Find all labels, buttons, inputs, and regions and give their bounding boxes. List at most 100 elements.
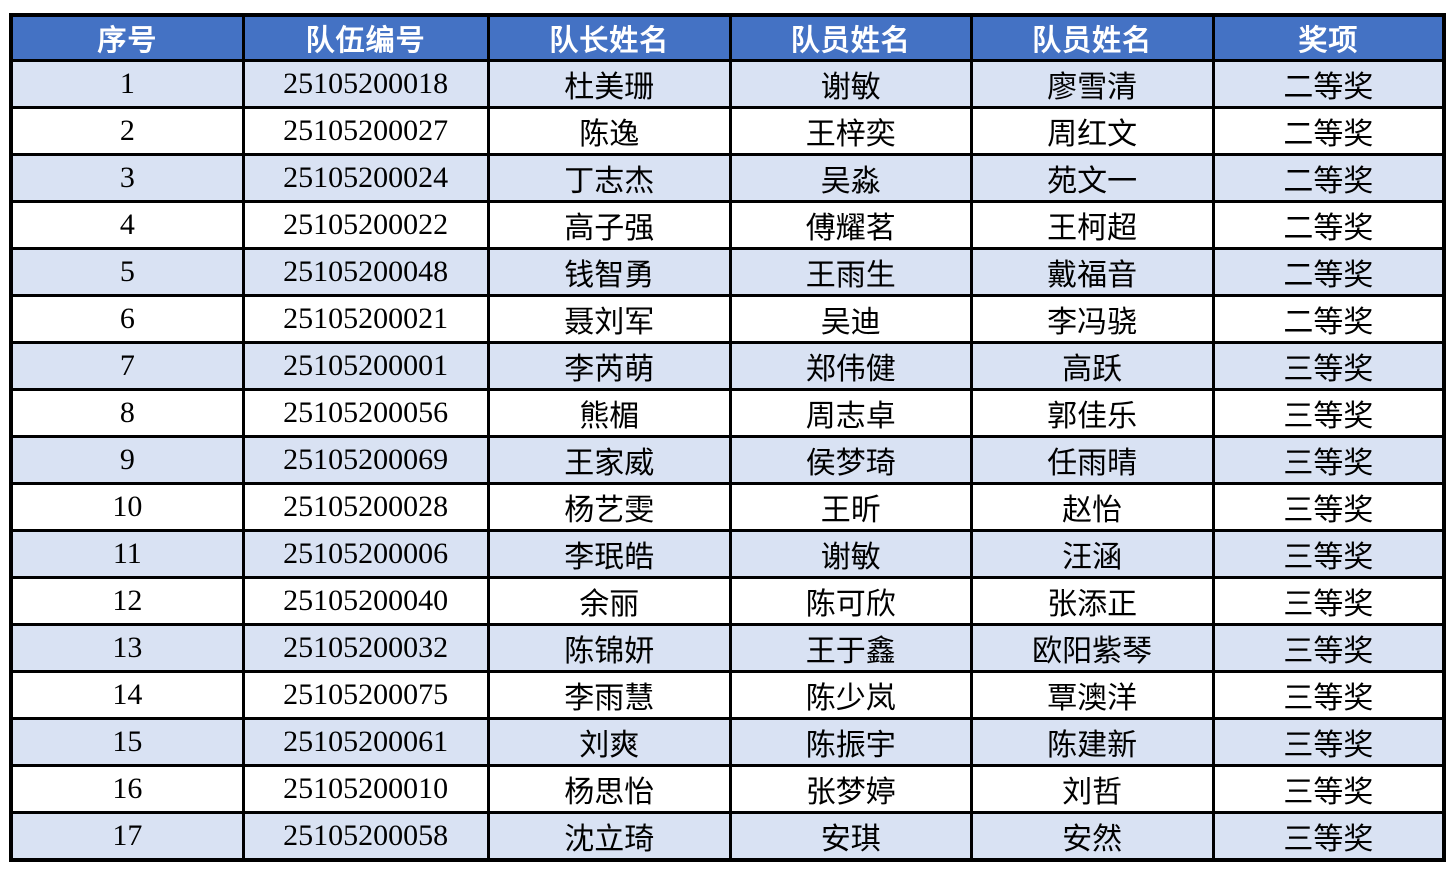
cell-team-id: 25105200001 <box>241 341 490 391</box>
cell-award: 三等奖 <box>1211 764 1446 814</box>
cell-team-id: 25105200075 <box>241 670 490 720</box>
cell-team-id: 25105200021 <box>241 294 490 344</box>
cell-captain-name: 杜美珊 <box>486 59 732 109</box>
cell-member2-name: 刘哲 <box>969 764 1215 814</box>
cell-captain-name: 陈逸 <box>486 106 732 156</box>
cell-award: 二等奖 <box>1211 106 1446 156</box>
cell-captain-name: 王家威 <box>486 435 732 485</box>
cell-team-id: 25105200006 <box>241 529 490 579</box>
cell-member2-name: 汪涵 <box>969 529 1215 579</box>
cell-award: 三等奖 <box>1211 717 1446 767</box>
cell-member2-name: 安然 <box>969 811 1215 862</box>
cell-team-id: 25105200027 <box>241 106 490 156</box>
table-row: 10 25105200028 杨艺雯 王昕 赵怡 三等奖 <box>9 482 1446 532</box>
cell-index: 2 <box>9 106 245 156</box>
cell-team-id: 25105200040 <box>241 576 490 626</box>
cell-team-id: 25105200061 <box>241 717 490 767</box>
cell-captain-name: 杨艺雯 <box>486 482 732 532</box>
cell-index: 8 <box>9 388 245 438</box>
table-row: 6 25105200021 聂刘军 吴迪 李冯骁 二等奖 <box>9 294 1446 344</box>
cell-member2-name: 陈建新 <box>969 717 1215 767</box>
table-row: 4 25105200022 高子强 傅耀茗 王柯超 二等奖 <box>9 200 1446 250</box>
cell-award: 三等奖 <box>1211 623 1446 673</box>
table-row: 3 25105200024 丁志杰 吴淼 苑文一 二等奖 <box>9 153 1446 203</box>
cell-award: 二等奖 <box>1211 294 1446 344</box>
table-row: 1 25105200018 杜美珊 谢敏 廖雪清 二等奖 <box>9 59 1446 109</box>
cell-team-id: 25105200069 <box>241 435 490 485</box>
cell-award: 二等奖 <box>1211 153 1446 203</box>
cell-member2-name: 戴福音 <box>969 247 1215 297</box>
cell-team-id: 25105200028 <box>241 482 490 532</box>
table-row: 15 25105200061 刘爽 陈振宇 陈建新 三等奖 <box>9 717 1446 767</box>
cell-index: 13 <box>9 623 245 673</box>
cell-member1-name: 吴淼 <box>728 153 973 203</box>
cell-captain-name: 李雨慧 <box>486 670 732 720</box>
column-header-captain-name: 队长姓名 <box>486 13 732 62</box>
cell-member2-name: 苑文一 <box>969 153 1215 203</box>
cell-captain-name: 丁志杰 <box>486 153 732 203</box>
cell-captain-name: 熊楣 <box>486 388 732 438</box>
cell-member2-name: 周红文 <box>969 106 1215 156</box>
cell-award: 三等奖 <box>1211 529 1446 579</box>
cell-captain-name: 刘爽 <box>486 717 732 767</box>
cell-team-id: 25105200048 <box>241 247 490 297</box>
cell-index: 16 <box>9 764 245 814</box>
cell-member1-name: 谢敏 <box>728 59 973 109</box>
cell-member1-name: 吴迪 <box>728 294 973 344</box>
cell-member2-name: 赵怡 <box>969 482 1215 532</box>
cell-team-id: 25105200022 <box>241 200 490 250</box>
cell-member1-name: 周志卓 <box>728 388 973 438</box>
cell-captain-name: 李珉皓 <box>486 529 732 579</box>
cell-member1-name: 王于鑫 <box>728 623 973 673</box>
cell-award: 三等奖 <box>1211 482 1446 532</box>
cell-member2-name: 覃澳洋 <box>969 670 1215 720</box>
cell-index: 12 <box>9 576 245 626</box>
cell-award: 三等奖 <box>1211 576 1446 626</box>
cell-captain-name: 钱智勇 <box>486 247 732 297</box>
cell-member1-name: 王昕 <box>728 482 973 532</box>
awards-table: 序号 队伍编号 队长姓名 队员姓名 队员姓名 奖项 1 25105200018 杜美珊 谢敏 廖雪… <box>9 13 1446 862</box>
cell-award: 三等奖 <box>1211 435 1446 485</box>
cell-index: 17 <box>9 811 245 862</box>
cell-member1-name: 郑伟健 <box>728 341 973 391</box>
table-row: 9 25105200069 王家威 侯梦琦 任雨晴 三等奖 <box>9 435 1446 485</box>
table-row: 13 25105200032 陈锦妍 王于鑫 欧阳紫琴 三等奖 <box>9 623 1446 673</box>
cell-index: 10 <box>9 482 245 532</box>
cell-index: 3 <box>9 153 245 203</box>
cell-index: 5 <box>9 247 245 297</box>
cell-member1-name: 傅耀茗 <box>728 200 973 250</box>
cell-captain-name: 高子强 <box>486 200 732 250</box>
cell-index: 6 <box>9 294 245 344</box>
cell-team-id: 25105200032 <box>241 623 490 673</box>
cell-award: 二等奖 <box>1211 247 1446 297</box>
cell-index: 9 <box>9 435 245 485</box>
cell-member1-name: 安琪 <box>728 811 973 862</box>
table-row: 11 25105200006 李珉皓 谢敏 汪涵 三等奖 <box>9 529 1446 579</box>
cell-team-id: 25105200058 <box>241 811 490 862</box>
column-header-team-id: 队伍编号 <box>241 13 490 62</box>
cell-member1-name: 陈振宇 <box>728 717 973 767</box>
cell-captain-name: 聂刘军 <box>486 294 732 344</box>
column-header-index: 序号 <box>9 13 245 62</box>
cell-member2-name: 王柯超 <box>969 200 1215 250</box>
cell-team-id: 25105200018 <box>241 59 490 109</box>
cell-member1-name: 陈可欣 <box>728 576 973 626</box>
column-header-award: 奖项 <box>1211 13 1446 62</box>
table-row: 8 25105200056 熊楣 周志卓 郭佳乐 三等奖 <box>9 388 1446 438</box>
cell-captain-name: 沈立琦 <box>486 811 732 862</box>
cell-team-id: 25105200056 <box>241 388 490 438</box>
cell-captain-name: 陈锦妍 <box>486 623 732 673</box>
table-row: 7 25105200001 李芮萌 郑伟健 高跃 三等奖 <box>9 341 1446 391</box>
cell-member2-name: 李冯骁 <box>969 294 1215 344</box>
header-row: 序号 队伍编号 队长姓名 队员姓名 队员姓名 奖项 <box>9 13 1446 62</box>
cell-captain-name: 余丽 <box>486 576 732 626</box>
cell-member2-name: 郭佳乐 <box>969 388 1215 438</box>
cell-award: 三等奖 <box>1211 388 1446 438</box>
cell-member2-name: 任雨晴 <box>969 435 1215 485</box>
cell-team-id: 25105200010 <box>241 764 490 814</box>
table-row: 14 25105200075 李雨慧 陈少岚 覃澳洋 三等奖 <box>9 670 1446 720</box>
cell-member1-name: 王雨生 <box>728 247 973 297</box>
cell-index: 14 <box>9 670 245 720</box>
cell-member2-name: 高跃 <box>969 341 1215 391</box>
cell-captain-name: 李芮萌 <box>486 341 732 391</box>
